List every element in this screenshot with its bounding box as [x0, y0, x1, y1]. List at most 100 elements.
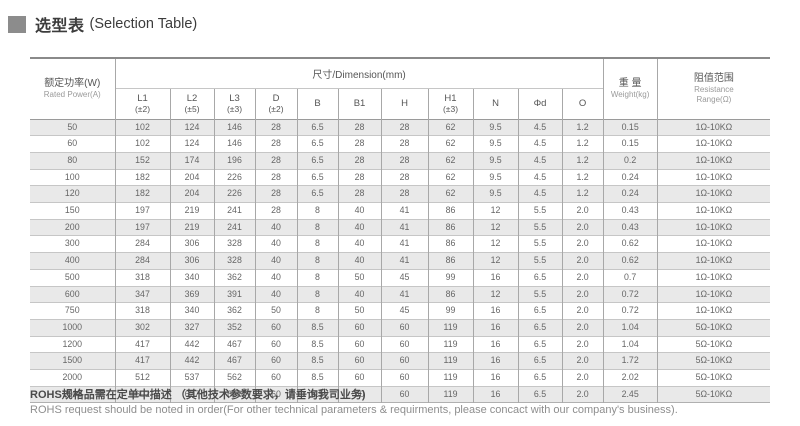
dim-cell: 8.5	[296, 352, 338, 370]
dim-cell: 119	[427, 352, 473, 370]
dim-cell: 9.5	[472, 168, 518, 186]
dim-cell: 16	[472, 385, 518, 403]
dim-cell: 40	[337, 235, 381, 253]
table-row: 300 284 306 328 40 8 40 41 86 12 5.5 2.0 0.62 1Ω-10KΩ	[30, 235, 771, 253]
dim-cell: 2.0	[561, 385, 604, 403]
dim-column-header: B1	[337, 87, 381, 119]
dim-cell: 60	[254, 352, 297, 370]
dim-cell: 1.2	[561, 118, 604, 136]
dim-cell: 328	[213, 235, 255, 253]
table-row: 750 318 340 362 50 8 50 45 99 16 6.5 2.0 0.72 1Ω-10KΩ	[30, 302, 771, 320]
dim-cell: 6.5	[517, 302, 562, 320]
section-header: 选型表 (Selection Table)	[8, 12, 197, 36]
dim-cell: 28	[380, 168, 428, 186]
resistance-header-en1: Resistance	[694, 85, 734, 95]
weight-header-en: Weight(kg)	[610, 90, 650, 99]
dim-cell: 6.5	[296, 135, 338, 153]
dim-cell: 40	[254, 252, 297, 270]
dim-cell: 362	[213, 302, 255, 320]
dim-cell: 219	[169, 202, 214, 220]
resistance-cell: 5Ω-10KΩ	[656, 352, 771, 370]
dim-cell: 442	[169, 335, 214, 353]
table-row: 600 347 369 391 40 8 40 41 86 12 5.5 2.0 0.72 1Ω-10KΩ	[30, 285, 771, 303]
dim-cell: 197	[114, 202, 170, 220]
dim-cell: 60	[337, 385, 381, 403]
resistance-cell: 5Ω-10KΩ	[656, 318, 771, 337]
dim-cell: 196	[213, 151, 255, 170]
dim-cell: 16	[472, 268, 518, 287]
dim-cell: 328	[213, 252, 255, 270]
dim-cell: 327	[169, 318, 214, 337]
dim-cell: 340	[169, 268, 214, 287]
power-cell: 400	[30, 252, 115, 270]
power-cell: 50	[30, 118, 115, 136]
weight-cell: 0.24	[602, 185, 658, 203]
power-cell: 200	[30, 218, 115, 236]
dim-cell: 417	[114, 335, 170, 353]
table-body: 50 102 124 146 28 6.5 28 28 62 9.5 4.5 1.2 0.15 1Ω-10…	[30, 118, 771, 403]
dim-cell: 2.0	[561, 285, 604, 303]
dim-cell: 6.5	[517, 268, 562, 287]
dim-cell: 5.5	[517, 218, 562, 236]
dim-cell: 28	[254, 118, 297, 136]
dim-cell: 28	[254, 168, 297, 186]
dim-cell: 28	[337, 151, 381, 170]
dim-cell: 2.0	[561, 318, 604, 337]
note-en: ROHS request should be noted in order(Fo…	[30, 404, 678, 416]
resistance-cell: 1Ω-10KΩ	[656, 118, 771, 136]
dim-cell: 124	[169, 118, 214, 136]
dim-cell: 4.5	[517, 135, 562, 153]
dim-cell: 2.0	[561, 335, 604, 353]
table-row: 1200 417 442 467 60 8.5 60 60 119 16 6.5 2.0 1.04 5Ω-…	[30, 335, 771, 353]
dim-cell: 8	[296, 285, 338, 303]
dim-cell: 45	[380, 268, 428, 287]
dim-cell: 347	[114, 285, 170, 303]
dim-column-header: O	[561, 87, 604, 119]
power-cell: 100	[30, 168, 115, 186]
dim-cell: 62	[427, 135, 473, 153]
dim-cell: 1.2	[561, 151, 604, 170]
dim-cell: 41	[380, 202, 428, 220]
dim-cell: 62	[427, 118, 473, 136]
power-header-zh: 额定功率(W)	[44, 78, 101, 89]
dim-cell: 28	[254, 185, 297, 203]
dim-cell: 226	[213, 185, 255, 203]
weight-column-header: 重 量 Weight(kg)	[602, 58, 658, 119]
weight-cell: 0.15	[602, 118, 658, 136]
dim-cell: 40	[254, 218, 297, 236]
power-cell: 750	[30, 302, 115, 320]
dim-cell: 16	[472, 335, 518, 353]
dim-cell: 8	[296, 235, 338, 253]
dim-cell: 50	[337, 302, 381, 320]
dim-cell: 28	[337, 135, 381, 153]
dim-column-header: N	[472, 87, 518, 119]
resistance-cell: 1Ω-10KΩ	[656, 218, 771, 236]
dim-cell: 60	[337, 352, 381, 370]
dim-cell: 6.5	[517, 369, 562, 387]
power-column-header: 额定功率(W) Rated Power(A)	[30, 58, 115, 119]
power-cell: 1000	[30, 318, 115, 337]
table-row: 60 102 124 146 28 6.5 28 28 62 9.5 4.5 1.2 0.15 1Ω-10…	[30, 135, 771, 153]
dim-cell: 241	[213, 218, 255, 236]
page-title-en: (Selection Table)	[89, 16, 198, 32]
dim-cell: 204	[169, 185, 214, 203]
dim-cell: 152	[114, 151, 170, 170]
dim-cell: 12	[472, 218, 518, 236]
dim-cell: 86	[427, 235, 473, 253]
weight-cell: 0.72	[602, 302, 658, 320]
dim-cell: 8	[296, 302, 338, 320]
dim-cell: 60	[337, 335, 381, 353]
dim-cell: 8.5	[296, 369, 338, 387]
dim-cell: 60	[254, 318, 297, 337]
dim-cell: 204	[169, 168, 214, 186]
dim-cell: 50	[254, 302, 297, 320]
dim-cell: 8.5	[296, 318, 338, 337]
dim-cell: 6.5	[517, 385, 562, 403]
weight-cell: 1.04	[602, 318, 658, 337]
dim-cell: 16	[472, 352, 518, 370]
dim-cell: 41	[380, 285, 428, 303]
resistance-cell: 5Ω-10KΩ	[656, 369, 771, 387]
weight-cell: 0.43	[602, 202, 658, 220]
power-cell: 300	[30, 235, 115, 253]
